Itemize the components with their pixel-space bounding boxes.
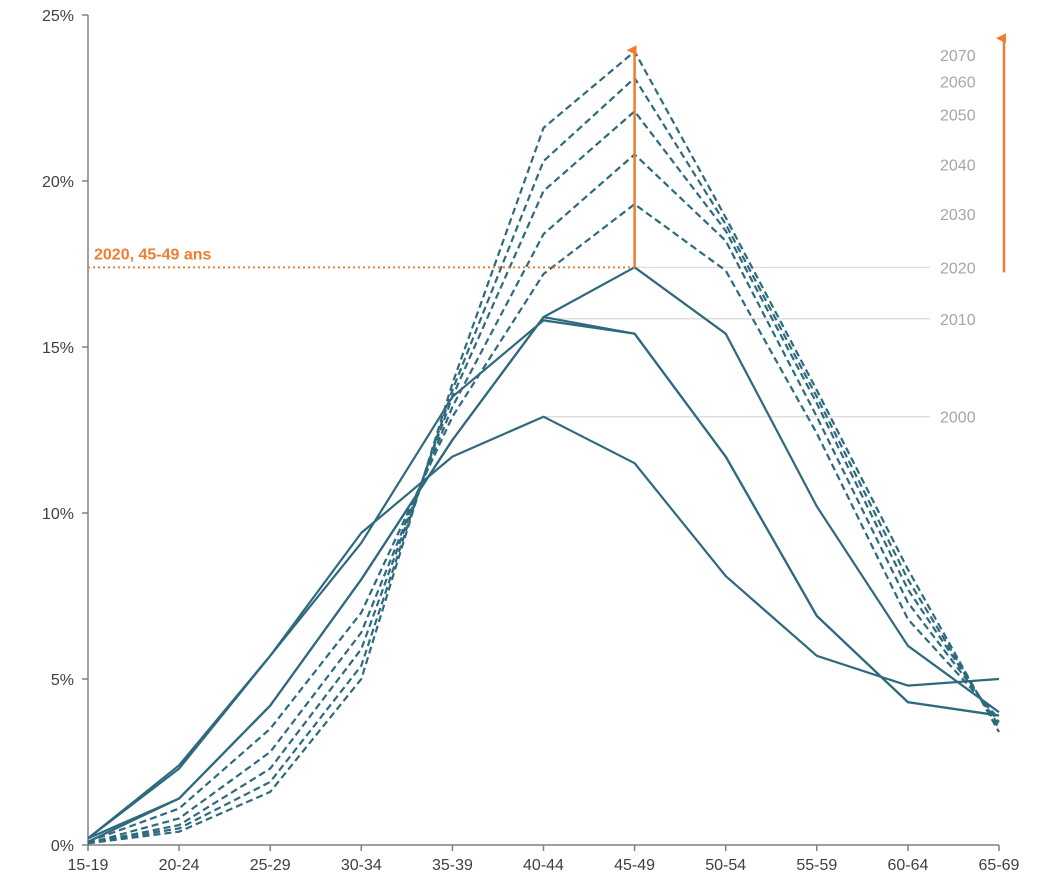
series-line-2050 bbox=[87, 110, 1000, 845]
x-tick-label: 50-54 bbox=[705, 857, 746, 874]
year-label-2040: 2040 bbox=[940, 157, 976, 174]
x-tick-label: 55-59 bbox=[796, 857, 837, 874]
year-label-2000: 2000 bbox=[940, 410, 976, 427]
x-tick-label: 65-69 bbox=[979, 857, 1020, 874]
x-tick-label: 25-29 bbox=[250, 857, 291, 874]
year-labels: 2070 2060 2050 2040 2030 2020 2010 2000 bbox=[940, 33, 1006, 427]
y-tick-label: 20% bbox=[42, 174, 74, 191]
y-tick-label: 0% bbox=[51, 838, 74, 855]
x-tick-label: 15-19 bbox=[68, 857, 109, 874]
series-line-2060 bbox=[87, 76, 1000, 845]
series-line-2030 bbox=[87, 203, 1000, 843]
year-label-2020: 2020 bbox=[940, 260, 976, 277]
y-tick-label: 5% bbox=[51, 672, 74, 689]
y-tick-label: 10% bbox=[42, 506, 74, 523]
y-tick-label: 15% bbox=[42, 340, 74, 357]
series-line-2020 bbox=[87, 266, 1000, 843]
x-tick-label: 30-34 bbox=[341, 857, 382, 874]
x-tick-label: 40-44 bbox=[523, 857, 564, 874]
year-label-2010: 2010 bbox=[940, 312, 976, 329]
axes: 0% 5% 10% 15% 20% 25% 15-19 20-24 25-29 30-34 35-3… bbox=[42, 8, 1020, 874]
series-lines bbox=[87, 50, 1000, 845]
year-label-2050: 2050 bbox=[940, 108, 976, 125]
x-tick-label: 35-39 bbox=[432, 857, 473, 874]
year-label-2070: 2070 bbox=[940, 48, 976, 65]
annotation-label: 2020, 45-49 ans bbox=[94, 246, 212, 263]
annotation-group: 2020, 45-49 ans bbox=[88, 45, 637, 269]
y-tick-label: 25% bbox=[42, 8, 74, 25]
x-tick-label: 60-64 bbox=[887, 857, 928, 874]
x-tick-label: 45-49 bbox=[614, 857, 655, 874]
year-label-2060: 2060 bbox=[940, 74, 976, 91]
year-guide-lines bbox=[543, 266, 930, 418]
series-line-2070 bbox=[87, 50, 1000, 845]
series-line-unlabeled-1 bbox=[87, 319, 1000, 840]
series-line-2040 bbox=[87, 153, 1000, 845]
year-label-2030: 2030 bbox=[940, 207, 976, 224]
x-tick-label: 20-24 bbox=[159, 857, 200, 874]
